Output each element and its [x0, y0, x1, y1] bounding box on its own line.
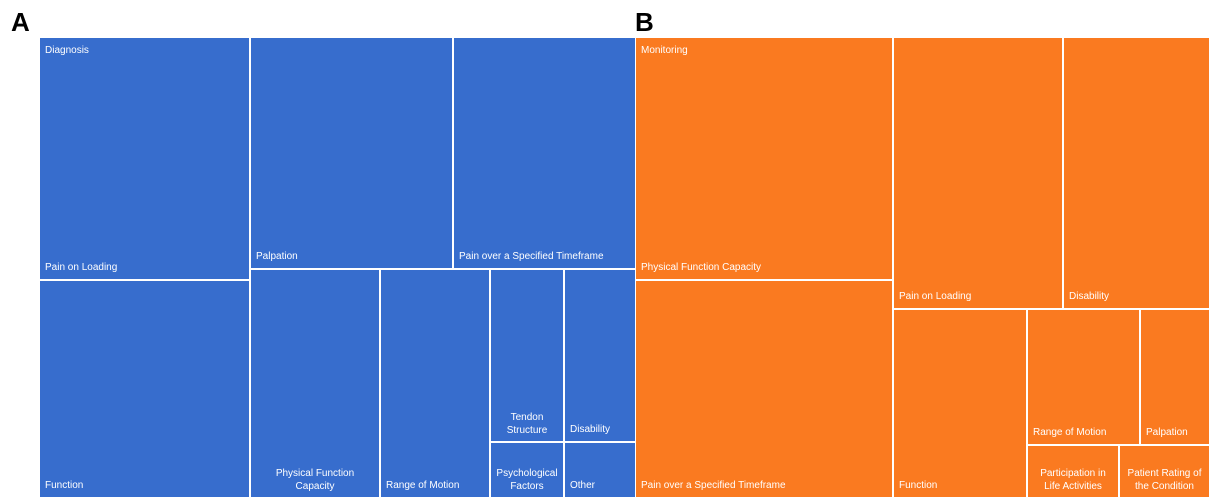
treemap-cell-label: Function — [899, 480, 938, 491]
treemap-cell-physical-function-capacity: Physical Function Capacity — [250, 269, 380, 498]
treemap-cell-pain-on-loading: Pain on Loading — [893, 37, 1063, 309]
treemap-cell-label: Psychological Factors — [496, 468, 558, 492]
treemap-cell-disability: Disability — [564, 269, 637, 442]
treemap-cell-palpation: Palpation — [250, 37, 453, 269]
treemap-cell-range-of-motion: Range of Motion — [380, 269, 490, 498]
treemap-cell-label: Palpation — [256, 251, 298, 262]
chart-title: Diagnosis — [45, 45, 89, 56]
treemap-cell-label: Pain over a Specified Timeframe — [459, 251, 604, 262]
treemap-cell-label: Function — [45, 480, 84, 491]
treemap-cell-label: Palpation — [1146, 427, 1188, 438]
treemap-cell-participation-in-life-activities: Participation in Life Activities — [1027, 445, 1119, 498]
treemap-cell-tendon-structure: Tendon Structure — [490, 269, 564, 442]
chart-title: Monitoring — [641, 45, 688, 56]
treemap-cell-label: Physical Function Capacity — [275, 468, 355, 492]
treemap-cell-label: Physical Function Capacity — [641, 262, 762, 273]
treemap-cell-label: Tendon Structure — [506, 412, 548, 436]
treemap-diagnosis: Pain on Loading Function Palpation Pain ove… — [39, 37, 637, 498]
panel-a-letter: A — [11, 7, 30, 37]
treemap-cell-label: Patient Rating of the Condition — [1127, 468, 1202, 492]
treemap-cell-label: Pain on Loading — [45, 262, 118, 273]
treemap-cell-disability: Disability — [1063, 37, 1210, 309]
treemap-cell-label: Other — [570, 480, 596, 491]
panel-b-letter: B — [635, 7, 654, 37]
treemap-cell-label: Pain over a Specified Timeframe — [641, 480, 786, 491]
treemap-cell-psychological-factors: Psychological Factors — [490, 442, 564, 498]
treemap-monitoring: Physical Function Capacity Pain over a Sp… — [635, 37, 1210, 498]
treemap-cell-label: Disability — [570, 424, 611, 435]
treemap-cell-pain-over-a-specified-timeframe: Pain over a Specified Timeframe — [453, 37, 637, 269]
treemap-cell-function: Function — [893, 309, 1027, 498]
treemap-cell-pain-over-a-specified-timeframe: Pain over a Specified Timeframe — [635, 280, 893, 498]
treemap-cell-pain-on-loading: Pain on Loading — [39, 37, 250, 280]
treemap-cell-range-of-motion: Range of Motion — [1027, 309, 1140, 445]
treemap-cell-other: Other — [564, 442, 637, 498]
treemap-cell-label: Participation in Life Activities — [1040, 468, 1106, 492]
treemap-cell-physical-function-capacity: Physical Function Capacity — [635, 37, 893, 280]
treemap-cell-label: Range of Motion — [1033, 427, 1107, 438]
treemap-cell-function: Function — [39, 280, 250, 498]
treemap-cell-label: Pain on Loading — [899, 291, 972, 302]
treemap-cell-label: Range of Motion — [386, 480, 460, 491]
treemap-cell-patient-rating-of-the-condition: Patient Rating of the Condition — [1119, 445, 1210, 498]
treemap-cell-label: Disability — [1069, 291, 1110, 302]
treemap-cell-palpation: Palpation — [1140, 309, 1210, 445]
